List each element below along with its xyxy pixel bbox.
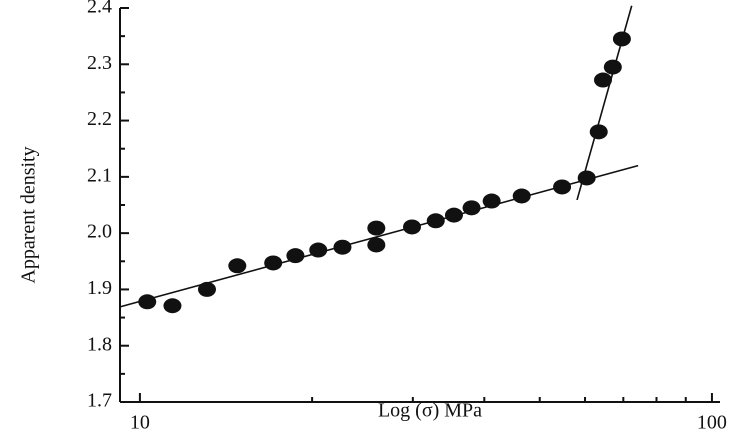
- y-tick-label: 2.3: [87, 52, 112, 74]
- data-point: [286, 248, 305, 264]
- data-point: [264, 255, 283, 271]
- data-point: [577, 170, 596, 186]
- y-tick-label: 1.7: [87, 390, 112, 412]
- data-point: [228, 258, 247, 274]
- y-tick-label: 2.0: [87, 221, 112, 243]
- data-point: [163, 298, 182, 314]
- y-axis-label: Apparent density: [18, 146, 40, 283]
- data-point: [333, 239, 352, 255]
- data-point: [593, 72, 612, 88]
- data-point: [462, 200, 481, 216]
- data-point: [309, 242, 328, 258]
- x-tick-label: 10: [130, 412, 150, 434]
- data-point: [589, 124, 608, 140]
- data-point: [426, 213, 445, 229]
- data-point: [512, 188, 531, 204]
- data-point: [138, 294, 157, 310]
- y-tick-label: 2.2: [87, 108, 112, 130]
- y-tick-label: 2.1: [87, 164, 112, 186]
- y-tick-label: 1.9: [87, 277, 112, 299]
- y-tick-label: 1.8: [87, 333, 112, 355]
- data-point: [603, 59, 622, 75]
- y-tick-label: 2.4: [87, 0, 112, 18]
- x-tick-label: 100: [697, 412, 727, 434]
- data-point: [197, 281, 216, 297]
- data-point: [553, 179, 572, 195]
- data-point: [482, 193, 501, 209]
- data-point: [444, 207, 463, 223]
- data-point: [367, 237, 386, 253]
- data-point: [403, 219, 422, 235]
- x-axis-label: Log (σ) MPa: [378, 400, 482, 422]
- data-point: [367, 220, 386, 236]
- data-point: [612, 31, 631, 47]
